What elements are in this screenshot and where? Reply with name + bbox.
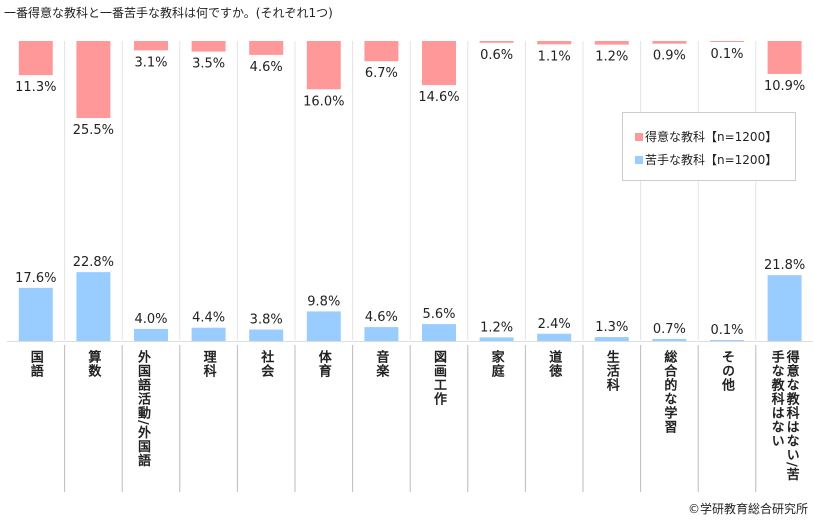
category-label: その他 (719, 350, 734, 392)
category-label: 社会 (258, 350, 274, 378)
bar-bad (594, 337, 629, 341)
bar-good (76, 41, 111, 119)
bar-bad (767, 275, 802, 341)
data-label-bad: 4.4% (192, 311, 225, 326)
bar-good (249, 41, 284, 55)
bar-bad (18, 287, 53, 341)
bar-good (306, 41, 341, 90)
data-label-bad: 4.0% (134, 312, 167, 327)
bar-bad (76, 272, 111, 341)
bar-bad (652, 338, 687, 341)
bar-bad (479, 337, 514, 341)
category-label: 得意な教科はない/苦手な教科はない (768, 350, 799, 482)
data-label-good: 10.9% (764, 79, 805, 94)
data-label-good: 3.5% (192, 57, 225, 72)
bar-good (422, 41, 456, 86)
category-label: 生活科 (603, 350, 619, 392)
bar-bad (249, 329, 284, 341)
bar-good (652, 41, 687, 44)
bar-bad (134, 328, 168, 341)
chart-title: 一番得意な教科と一番苦手な教科は何ですか。(それぞれ1つ) (4, 6, 333, 20)
bar-bad (191, 327, 226, 341)
data-label-good: 6.7% (365, 66, 398, 81)
data-label-good: 3.1% (134, 55, 167, 70)
data-label-good: 0.9% (653, 49, 686, 64)
data-label-bad: 4.6% (365, 310, 398, 325)
category-label: 総合的な学習 (661, 350, 677, 434)
category-label: 体育 (315, 350, 331, 378)
bar-good (594, 41, 629, 45)
data-label-good: 1.2% (595, 50, 628, 65)
data-label-bad: 1.2% (480, 320, 513, 335)
category-label: 外国語活動/外国語 (135, 350, 150, 468)
data-label-good: 1.1% (538, 49, 571, 64)
bar-bad (364, 327, 399, 341)
data-label-bad: 21.8% (764, 258, 805, 273)
data-label-good: 16.0% (303, 94, 344, 109)
data-label-good: 0.1% (710, 47, 743, 62)
copyright-credit: ©学研教育総合研究所 (687, 502, 808, 516)
legend-swatch-good (635, 132, 643, 141)
legend-swatch-bad (635, 155, 643, 164)
data-label-bad: 9.8% (307, 294, 340, 309)
category-label: 図画工作 (431, 350, 446, 406)
data-label-good: 4.6% (250, 60, 283, 75)
category-label: 国語 (27, 350, 43, 378)
data-label-bad: 3.8% (250, 313, 283, 328)
data-label-bad: 17.6% (15, 271, 56, 286)
bar-good (191, 41, 226, 52)
data-label-bad: 5.6% (422, 307, 455, 322)
bar-bad (306, 311, 341, 341)
bar-good (479, 41, 514, 43)
category-label: 理科 (200, 350, 216, 378)
category-label: 音楽 (373, 350, 389, 378)
data-label-bad: 2.4% (538, 317, 571, 332)
data-label-bad: 0.7% (653, 322, 686, 337)
data-label-good: 11.3% (15, 80, 56, 95)
category-label: 道徳 (546, 350, 562, 378)
legend: 得意な教科【n=1200】 苦手な教科【n=1200】 (622, 112, 796, 181)
legend-item-bad: 苦手な教科【n=1200】 (635, 151, 777, 168)
data-label-bad: 1.3% (595, 320, 628, 335)
bar-good (18, 41, 53, 76)
bar-good (767, 41, 802, 74)
data-label-good: 14.6% (418, 90, 459, 105)
category-label: 算数 (85, 350, 101, 378)
bar-bad (422, 324, 456, 341)
bar-good (364, 41, 399, 62)
bar-good (710, 41, 744, 42)
legend-label-good: 得意な教科【n=1200】 (645, 130, 778, 144)
bar-bad (537, 333, 572, 341)
bar-good (134, 41, 168, 51)
category-label: 家庭 (488, 350, 504, 378)
data-label-bad: 22.8% (73, 255, 114, 270)
data-label-bad: 0.1% (710, 323, 743, 338)
bar-good (537, 41, 572, 45)
bar-bad (710, 340, 744, 341)
legend-item-good: 得意な教科【n=1200】 (635, 128, 777, 145)
data-label-good: 0.6% (480, 48, 513, 63)
data-label-good: 25.5% (73, 123, 114, 138)
legend-label-bad: 苦手な教科【n=1200】 (645, 153, 778, 167)
